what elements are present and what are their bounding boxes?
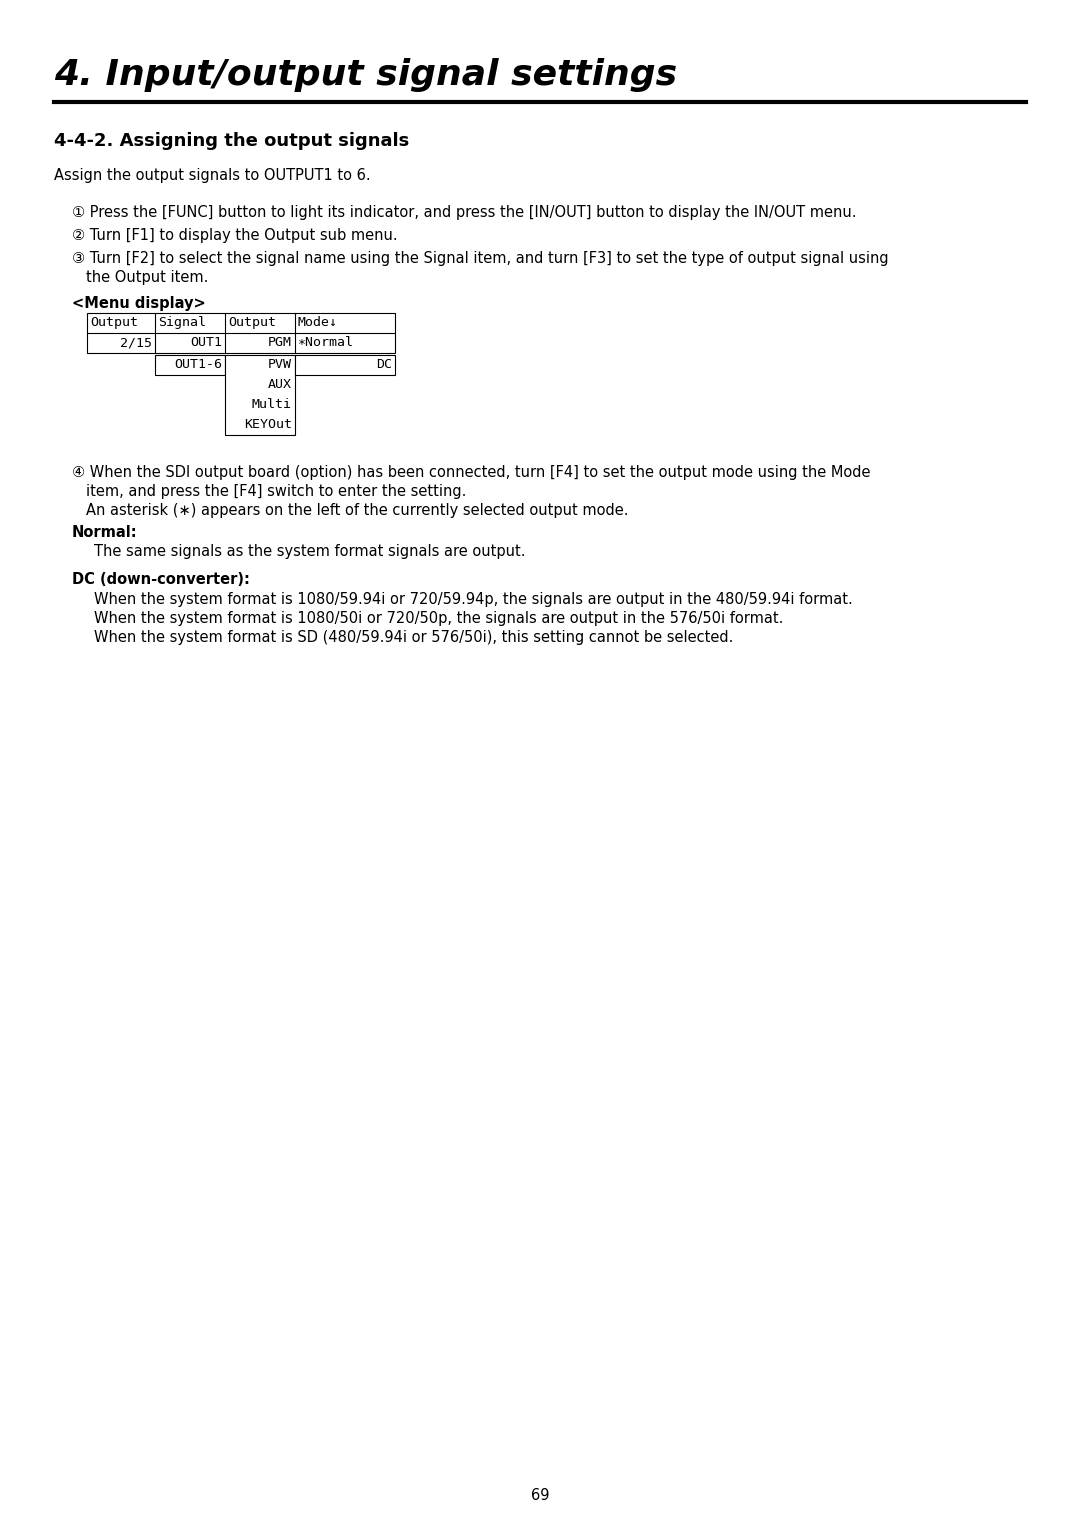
Text: ① Press the [FUNC] button to light its indicator, and press the [IN/OUT] button : ① Press the [FUNC] button to light its i…: [72, 206, 856, 219]
Text: Mode↓: Mode↓: [298, 315, 338, 329]
Text: the Output item.: the Output item.: [86, 270, 208, 285]
Text: DC (down-converter):: DC (down-converter):: [72, 572, 249, 587]
Text: ③ Turn [F2] to select the signal name using the Signal item, and turn [F3] to se: ③ Turn [F2] to select the signal name us…: [72, 251, 889, 267]
Text: ④ When the SDI output board (option) has been connected, turn [F4] to set the ou: ④ When the SDI output board (option) has…: [72, 465, 870, 480]
Text: item, and press the [F4] switch to enter the setting.: item, and press the [F4] switch to enter…: [86, 485, 467, 498]
Text: Output: Output: [228, 315, 276, 329]
Text: 69: 69: [530, 1487, 550, 1503]
Text: 4. Input/output signal settings: 4. Input/output signal settings: [54, 58, 677, 91]
Text: Signal: Signal: [158, 315, 206, 329]
Bar: [156, 355, 225, 375]
Text: When the system format is 1080/59.94i or 720/59.94p, the signals are output in t: When the system format is 1080/59.94i or…: [94, 591, 853, 607]
Text: Multi: Multi: [252, 398, 292, 411]
Text: Output: Output: [90, 315, 138, 329]
Text: 4-4-2. Assigning the output signals: 4-4-2. Assigning the output signals: [54, 133, 409, 149]
Text: The same signals as the system format signals are output.: The same signals as the system format si…: [94, 544, 526, 559]
Text: <Menu display>: <Menu display>: [72, 296, 206, 311]
Bar: [295, 355, 395, 375]
Text: PGM: PGM: [268, 335, 292, 349]
Text: PVW: PVW: [268, 358, 292, 370]
Text: AUX: AUX: [268, 378, 292, 392]
Text: 2/15: 2/15: [120, 335, 152, 349]
Text: ② Turn [F1] to display the Output sub menu.: ② Turn [F1] to display the Output sub me…: [72, 229, 397, 242]
Bar: [225, 355, 295, 434]
Text: DC: DC: [376, 358, 392, 370]
Text: When the system format is SD (480/59.94i or 576/50i), this setting cannot be sel: When the system format is SD (480/59.94i…: [94, 629, 733, 645]
Text: ∗Normal: ∗Normal: [298, 335, 354, 349]
Text: OUT1-6: OUT1-6: [174, 358, 222, 370]
Bar: [87, 312, 395, 354]
Text: An asterisk (∗) appears on the left of the currently selected output mode.: An asterisk (∗) appears on the left of t…: [86, 503, 629, 518]
Text: Normal:: Normal:: [72, 524, 137, 539]
Text: Assign the output signals to OUTPUT1 to 6.: Assign the output signals to OUTPUT1 to …: [54, 168, 370, 183]
Text: When the system format is 1080/50i or 720/50p, the signals are output in the 576: When the system format is 1080/50i or 72…: [94, 611, 783, 626]
Text: KEYOut: KEYOut: [244, 418, 292, 431]
Text: OUT1: OUT1: [190, 335, 222, 349]
